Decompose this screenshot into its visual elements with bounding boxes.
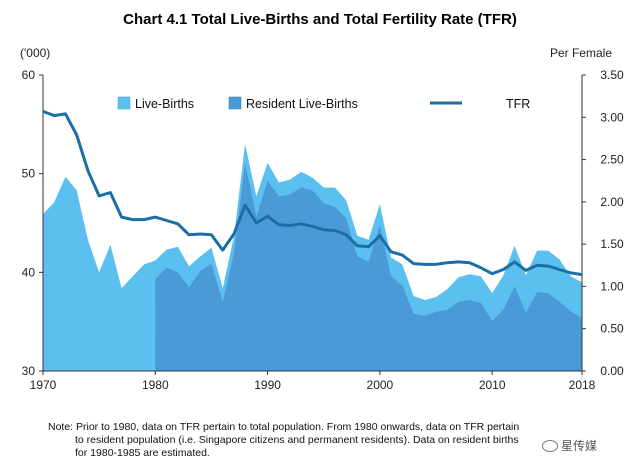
right-tick-label: 0.00 [600, 364, 624, 378]
x-tick-label: 2000 [367, 378, 394, 392]
x-tick-label: 2010 [479, 378, 506, 392]
left-tick-label: 60 [22, 68, 36, 82]
watermark: 星传媒 [542, 437, 597, 454]
x-tick-label: 1980 [142, 378, 169, 392]
right-tick-label: 2.00 [600, 195, 624, 209]
chart-svg: Chart 4.1 Total Live-Births and Total Fe… [20, 11, 624, 392]
right-tick-label: 1.00 [600, 279, 624, 293]
right-tick-label: 3.00 [600, 110, 624, 124]
right-tick-label: 3.50 [600, 68, 624, 82]
area-resident-live-births [155, 162, 582, 371]
right-tick-label: 0.50 [600, 322, 624, 336]
x-tick-label: 1990 [254, 378, 281, 392]
left-tick-label: 50 [22, 167, 36, 181]
axes [39, 74, 586, 375]
right-tick-label: 1.50 [600, 237, 624, 251]
legend: Live-Births Resident Live-Births TFR [117, 96, 530, 111]
wechat-icon [542, 439, 558, 452]
tfr-line-layer [42, 109, 583, 277]
tick-labels: 30 40 50 60 0.00 0.50 1.00 1.50 2.00 2.50 3.00 3.50… [22, 68, 624, 392]
tfr-line [42, 109, 583, 277]
right-tick-label: 2.50 [600, 153, 624, 167]
right-axis-unit: Per Female [550, 46, 612, 60]
x-tick-label: 1970 [30, 378, 57, 392]
x-tick-label: 2018 [569, 378, 596, 392]
legend-label-resident-live-births: Resident Live-Births [246, 97, 358, 111]
left-tick-label: 30 [22, 364, 36, 378]
note-line-3: for 1980-1985 are estimated. [75, 447, 210, 459]
left-tick-label: 40 [22, 265, 36, 279]
legend-swatch-resident-live-births [228, 96, 242, 110]
area-layers [43, 144, 582, 371]
chart-title: Chart 4.1 Total Live-Births and Total Fe… [123, 11, 517, 28]
legend-label-live-births: Live-Births [135, 97, 194, 111]
chart-note: Note: Prior to 1980, data on TFR pertain… [48, 421, 608, 460]
legend-label-tfr: TFR [506, 97, 530, 111]
watermark-text: 星传媒 [561, 439, 598, 453]
note-line-2: to resident population (i.e. Singapore c… [75, 434, 519, 446]
legend-swatch-live-births [117, 96, 131, 110]
note-line-1: Note: Prior to 1980, data on TFR pertain… [48, 421, 520, 433]
left-axis-unit: ('000) [20, 46, 50, 60]
